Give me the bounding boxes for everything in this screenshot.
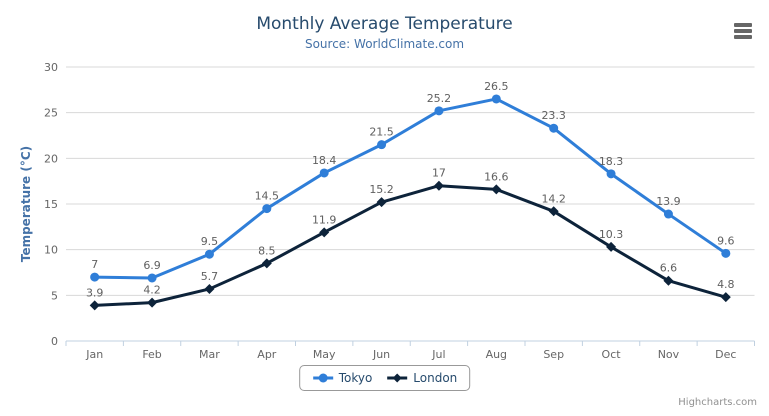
x-axis-category-label: May [313,348,336,361]
x-axis-category-label: Jun [372,348,390,361]
y-axis-tick-label: 30 [44,61,58,74]
data-label: 17 [432,167,446,180]
data-label: 14.2 [541,192,566,205]
data-label: 10.3 [599,228,624,241]
data-point-tokyo[interactable] [721,248,731,258]
legend: Tokyo London [298,365,471,391]
x-axis-category-label: Aug [486,348,507,361]
data-label: 9.5 [201,235,219,248]
data-label: 3.9 [86,286,104,299]
data-point-tokyo[interactable] [663,209,673,219]
x-axis-category-label: Dec [715,348,736,361]
data-label: 21.5 [369,126,394,139]
data-point-tokyo[interactable] [147,273,157,283]
series-line-london [93,184,728,307]
data-label: 14.5 [255,190,280,203]
y-axis-title: Temperature (°C) [19,146,33,262]
data-point-london[interactable] [89,300,100,311]
data-point-tokyo[interactable] [319,168,329,178]
legend-item-tokyo[interactable]: Tokyo [312,371,373,385]
data-point-london[interactable] [204,283,215,294]
data-label: 26.5 [484,80,509,93]
data-point-tokyo[interactable] [606,169,616,179]
data-label: 4.8 [717,278,735,291]
x-axis-category-label: Jul [431,348,445,361]
data-point-london[interactable] [606,241,617,252]
data-point-london[interactable] [720,292,731,303]
data-label: 5.7 [201,270,219,283]
data-point-tokyo[interactable] [204,249,214,259]
x-axis-category-label: Nov [658,348,680,361]
y-axis-tick-label: 5 [51,289,58,302]
data-point-london[interactable] [663,275,674,286]
data-point-tokyo[interactable] [90,272,100,282]
data-label: 25.2 [427,92,452,105]
y-axis-tick-label: 10 [44,244,58,257]
data-point-london[interactable] [319,227,330,238]
x-axis-category-label: Oct [602,348,622,361]
data-label: 9.6 [717,234,735,247]
data-point-london[interactable] [433,180,444,191]
data-label: 13.9 [656,195,681,208]
data-label: 11.9 [312,213,337,226]
data-label: 23.3 [541,109,566,122]
series-line-tokyo [93,97,728,280]
credits-link[interactable]: Highcharts.com [678,397,757,408]
data-point-tokyo[interactable] [434,106,444,116]
data-label: 15.2 [369,183,394,196]
x-axis-category-label: Feb [142,348,161,361]
x-axis-category-label: Apr [257,348,277,361]
data-label: 4.2 [143,284,161,297]
data-point-london[interactable] [548,206,559,217]
data-point-tokyo[interactable] [549,123,559,133]
data-label: 7 [91,258,98,271]
legend-marker-tokyo-icon [312,373,333,383]
legend-item-london[interactable]: London [386,371,457,385]
legend-label: Tokyo [338,371,373,385]
data-label: 6.6 [660,262,678,275]
hamburger-icon [734,23,752,39]
data-label: 16.6 [484,170,509,183]
x-axis-category-label: Jan [85,348,103,361]
chart-subtitle: Source: WorldClimate.com [304,37,465,51]
x-axis-category-label: Sep [543,348,564,361]
data-point-london[interactable] [147,297,158,308]
data-point-tokyo[interactable] [491,94,501,104]
chart-title: Monthly Average Temperature [256,14,513,34]
data-label: 8.5 [258,244,276,257]
data-point-tokyo[interactable] [262,204,272,214]
y-axis-tick-label: 15 [44,198,58,211]
y-axis-tick-label: 0 [51,335,58,348]
legend-label: London [413,371,458,385]
export-menu-button[interactable] [732,19,754,43]
data-point-london[interactable] [376,197,387,208]
data-point-tokyo[interactable] [377,140,387,150]
y-axis-tick-label: 20 [44,152,58,165]
data-label: 18.4 [312,154,337,167]
data-point-london[interactable] [491,184,502,195]
data-label: 18.3 [599,155,624,168]
x-axis-category-label: Mar [199,348,220,361]
data-point-london[interactable] [261,258,272,269]
y-axis-tick-label: 25 [44,107,58,120]
legend-marker-london-icon [387,373,408,383]
data-label: 6.9 [143,259,161,272]
